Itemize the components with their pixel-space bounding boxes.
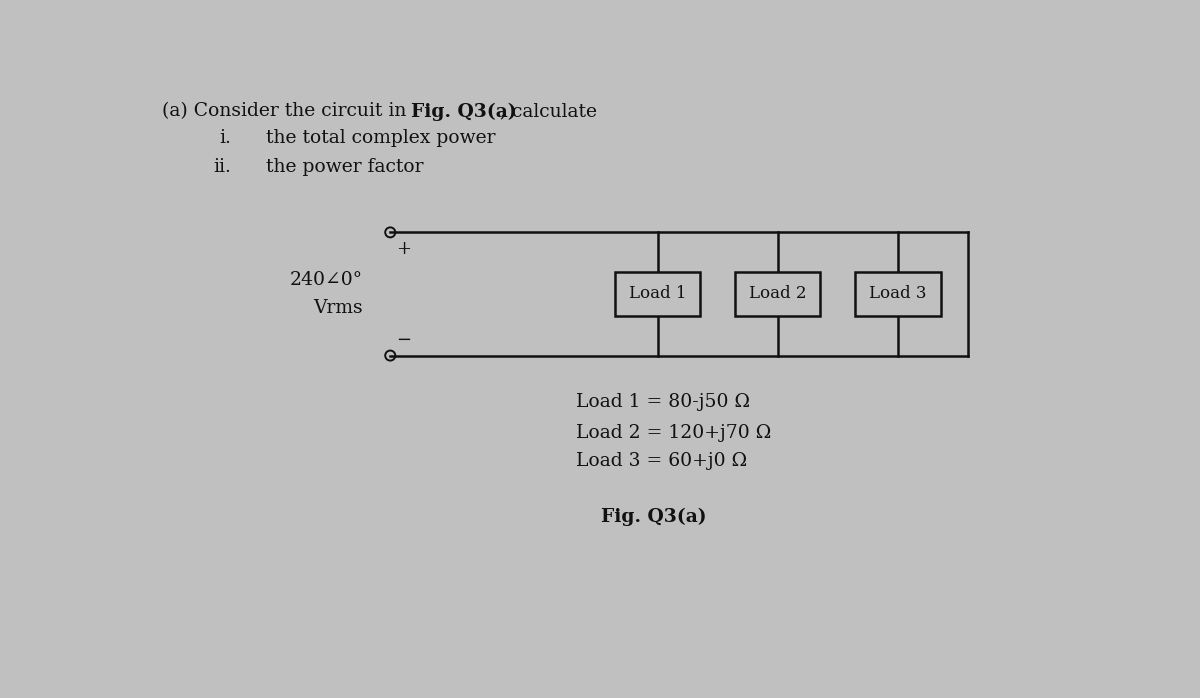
Bar (856, 272, 941, 316)
Text: Load 1 = 80-j50 Ω: Load 1 = 80-j50 Ω (576, 393, 750, 410)
Text: Vrms: Vrms (313, 299, 364, 317)
Bar (736, 272, 821, 316)
Text: i.: i. (220, 129, 232, 147)
Text: Fig. Q3(a): Fig. Q3(a) (601, 508, 707, 526)
Text: Fig. Q3(a): Fig. Q3(a) (412, 103, 517, 121)
Text: Load 2 = 120+j70 Ω: Load 2 = 120+j70 Ω (576, 424, 772, 442)
Text: the total complex power: the total complex power (266, 129, 496, 147)
Text: 240∠0°: 240∠0° (290, 271, 364, 289)
Text: Load 2: Load 2 (749, 285, 806, 302)
Text: Load 1: Load 1 (629, 285, 686, 302)
Text: (a) Consider the circuit in: (a) Consider the circuit in (162, 103, 412, 121)
Text: the power factor: the power factor (266, 158, 424, 176)
Text: +: + (396, 240, 412, 258)
Text: Load 3: Load 3 (869, 285, 926, 302)
Text: Load 3 = 60+j0 Ω: Load 3 = 60+j0 Ω (576, 452, 748, 470)
Text: −: − (396, 331, 412, 349)
Bar (616, 272, 701, 316)
Text: , calculate: , calculate (500, 103, 598, 121)
Text: ii.: ii. (214, 158, 232, 176)
